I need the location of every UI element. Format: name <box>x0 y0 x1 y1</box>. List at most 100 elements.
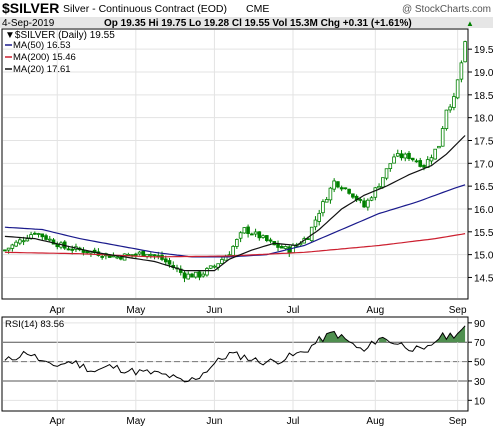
candle-body <box>459 62 464 80</box>
candle-body <box>149 254 153 256</box>
price-x-tick-label: Apr <box>49 305 65 316</box>
rsi-panel: 10 30 50 70 90 RSI(14) 83.56 <box>1 316 486 412</box>
rsi-y-tick-label: 10 <box>474 396 486 407</box>
candle-body <box>455 79 460 99</box>
candle-body <box>317 212 321 222</box>
price-panel: 14.5 15.0 15.5 16.0 16.5 17.0 17.5 18.0 18.5 19.0… <box>1 28 493 300</box>
candle-body <box>369 197 374 201</box>
rsi-label: RSI(14) 83.56 <box>5 319 64 330</box>
rsi-x-axis: Apr May Jun Jul Aug Sep <box>49 416 467 427</box>
description-label: Silver - Continuous Contract (EOD) <box>63 3 227 15</box>
rsi-x-tick-label: Apr <box>49 416 65 427</box>
candle-body <box>36 233 41 235</box>
candle-body <box>197 271 202 278</box>
price-y-tick-label: 18.5 <box>474 91 493 102</box>
price-y-tick-label: 14.5 <box>474 273 493 284</box>
candle-body <box>463 41 467 63</box>
candle-body <box>182 272 187 279</box>
candle-body <box>422 164 426 168</box>
date-label: 4-Sep-2019 <box>2 18 55 29</box>
price-y-tick-label: 19.5 <box>474 45 493 56</box>
price-x-tick-label: Jun <box>206 305 222 316</box>
quote-bar <box>0 17 493 28</box>
candle-body <box>388 163 393 169</box>
candle-body <box>265 235 269 241</box>
price-y-tick-label: 18.0 <box>474 114 493 125</box>
candle-body <box>33 232 37 235</box>
candle-body <box>261 235 265 238</box>
candle-body <box>152 254 157 257</box>
candle-body <box>358 199 363 201</box>
candle-body <box>437 145 441 149</box>
ma-line-ma20 <box>4 135 466 272</box>
candle-body <box>40 233 45 238</box>
candle-body <box>351 193 355 198</box>
exchange-label: CME <box>246 3 269 15</box>
rsi-y-tick-label: 50 <box>474 358 486 369</box>
candle-body <box>392 156 396 164</box>
price-x-tick-label: Sep <box>449 305 467 316</box>
legend-price: ▼$SILVER (Daily) 19.55 <box>5 30 115 41</box>
candle-body <box>268 239 273 242</box>
candle-body <box>336 181 340 188</box>
candle-body <box>141 250 146 257</box>
rsi-line <box>4 325 466 383</box>
price-x-tick-label: May <box>126 305 145 316</box>
candle-body <box>163 258 168 263</box>
rsi-y-tick-label: 30 <box>474 377 486 388</box>
candle-body <box>381 177 385 188</box>
candle-body <box>220 259 224 264</box>
candle-body <box>186 273 191 280</box>
candle-body <box>44 235 48 240</box>
ma-line-ma200 <box>4 233 466 258</box>
candle-body <box>246 226 250 234</box>
candle-body <box>257 231 262 239</box>
candle-body <box>321 201 325 214</box>
rsi-overbought-fill <box>319 325 466 343</box>
legend-ma50: MA(50) 16.53 <box>13 40 71 51</box>
candle-body <box>414 160 419 163</box>
candle-body <box>70 248 75 251</box>
candle-body <box>119 256 123 260</box>
candle-body <box>100 256 104 258</box>
price-y-tick-label: 17.0 <box>474 159 493 170</box>
candle-body <box>410 157 415 161</box>
price-y-tick-label: 16.0 <box>474 205 493 216</box>
candle-body <box>347 188 351 194</box>
candle-body <box>167 260 172 265</box>
legend-ma200: MA(200) 15.46 <box>13 52 76 63</box>
candle-body <box>3 249 7 252</box>
price-x-axis: Apr May Jun Jul Aug Sep <box>49 305 467 316</box>
candle-body <box>407 152 411 159</box>
rsi-y-tick-label: 90 <box>474 319 486 330</box>
candle-body <box>433 148 437 160</box>
rsi-x-tick-label: Aug <box>366 416 384 427</box>
rsi-x-tick-label: Sep <box>449 416 467 427</box>
price-y-tick-label: 17.5 <box>474 136 493 147</box>
candle-body <box>238 232 243 239</box>
candle-body <box>250 233 254 236</box>
candle-body <box>134 253 138 256</box>
candle-body <box>55 243 60 248</box>
candle-body <box>452 96 456 108</box>
candle-body <box>47 238 52 241</box>
candle-body <box>18 239 22 244</box>
candle-body <box>25 238 30 242</box>
candle-body <box>313 219 318 228</box>
candle-body <box>208 265 213 269</box>
candle-body <box>324 199 329 203</box>
price-y-axis: 14.5 15.0 15.5 16.0 16.5 17.0 17.5 18.0 18.5 19.0… <box>468 45 493 284</box>
candle-body <box>231 246 235 256</box>
candle-body <box>373 187 378 198</box>
price-y-tick-label: 15.5 <box>474 228 493 239</box>
candle-body <box>328 187 333 201</box>
candle-body <box>418 160 423 167</box>
price-panel-frame <box>1 28 469 300</box>
rsi-panel-frame <box>1 316 469 412</box>
candle-body <box>145 253 149 257</box>
candle-body <box>448 106 452 111</box>
quote-arrow: ▲ <box>466 19 474 28</box>
rsi-gridlines <box>3 318 467 410</box>
legend-ma20: MA(20) 17.61 <box>13 64 71 75</box>
